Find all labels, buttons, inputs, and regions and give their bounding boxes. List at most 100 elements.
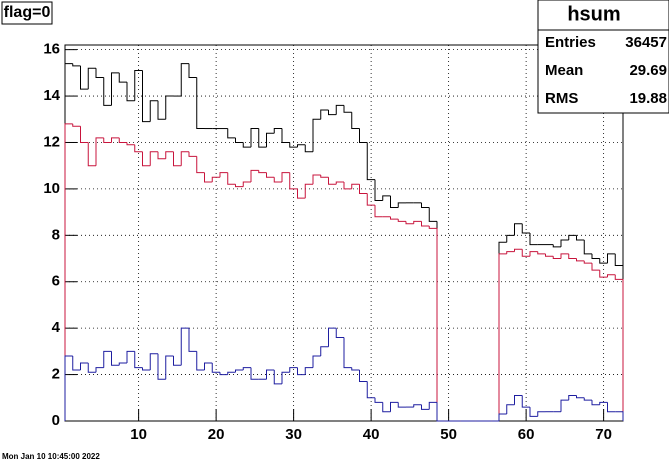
histogram-bin xyxy=(273,369,282,385)
y-tick-label: 14 xyxy=(43,87,60,104)
histogram-bin xyxy=(196,77,205,130)
histogram-bin xyxy=(521,395,530,408)
histogram-bin xyxy=(599,258,608,264)
histogram-bin xyxy=(428,207,437,222)
histogram-bin xyxy=(591,263,600,271)
histogram-bin xyxy=(521,249,530,257)
histogram-bin xyxy=(328,177,337,185)
histogram-bin xyxy=(64,355,73,421)
histogram-bin xyxy=(72,123,81,127)
histogram-bin xyxy=(304,367,313,375)
x-tick-label: 10 xyxy=(130,426,147,443)
histogram-bin xyxy=(366,381,375,399)
histogram-bin xyxy=(281,172,290,182)
stats-box xyxy=(537,0,669,114)
histogram-bin xyxy=(436,402,445,422)
histogram-bin xyxy=(552,244,561,248)
histogram-bin xyxy=(134,70,143,101)
histogram-bin xyxy=(149,151,158,166)
histogram-bin xyxy=(235,184,244,188)
histogram-bin xyxy=(607,402,616,413)
histogram-bin xyxy=(568,394,577,401)
histogram-bin xyxy=(320,346,329,357)
histogram-bin xyxy=(219,172,228,178)
histogram-bin xyxy=(390,216,399,220)
histogram-bin xyxy=(134,144,143,153)
histogram-bin xyxy=(227,172,236,185)
stats-label: RMS xyxy=(545,90,578,107)
histogram-bin xyxy=(537,251,546,255)
histogram-bin xyxy=(80,126,89,143)
histogram-bin xyxy=(428,401,437,410)
histogram-bin xyxy=(568,234,577,240)
histogram-bin xyxy=(405,221,414,225)
histogram-bin xyxy=(250,169,259,182)
histogram-bin xyxy=(126,350,135,363)
histogram-bin xyxy=(521,223,530,234)
histogram-bin xyxy=(258,170,267,174)
histogram-bin xyxy=(615,411,624,421)
histogram-bin xyxy=(351,183,360,189)
histogram-bin xyxy=(312,174,321,185)
histogram-bin xyxy=(180,151,189,166)
histogram-bin xyxy=(607,253,616,264)
histogram-bin xyxy=(498,413,507,421)
histogram-bin xyxy=(157,100,166,120)
histogram-bin xyxy=(289,172,298,190)
histogram-bin xyxy=(211,362,220,373)
footer-date: Mon Jan 10 10:45:00 2022 xyxy=(2,452,100,461)
histogram-bin xyxy=(397,202,406,208)
histogram-bin xyxy=(80,65,89,90)
x-tick-label: 60 xyxy=(518,426,535,443)
histogram-bin xyxy=(335,181,344,185)
histogram-bin xyxy=(95,68,104,78)
histogram-bin xyxy=(142,367,151,371)
histogram-bin xyxy=(529,233,538,246)
histogram-bin xyxy=(111,351,120,366)
histogram-bin xyxy=(599,270,608,278)
histogram-bin xyxy=(188,63,197,78)
histogram-bin xyxy=(397,402,406,408)
stats-label: Entries xyxy=(545,34,596,51)
x-tick-label: 30 xyxy=(285,426,302,443)
histogram-bin xyxy=(366,193,375,206)
histogram-bin xyxy=(180,63,189,97)
histogram-bin xyxy=(87,142,96,167)
histogram-bin xyxy=(188,328,197,352)
histogram-bin xyxy=(514,394,523,405)
histogram-bin xyxy=(281,128,290,143)
histogram-bin xyxy=(173,151,182,167)
histogram-bin xyxy=(211,176,220,182)
histogram-bin xyxy=(390,195,399,208)
histogram-bin xyxy=(583,260,592,264)
histogram-bin xyxy=(506,404,515,415)
histogram-bin xyxy=(397,219,406,222)
histogram-bin xyxy=(537,411,546,417)
histogram-bin xyxy=(343,105,352,113)
histogram-bin xyxy=(560,239,569,247)
histogram-bin xyxy=(273,128,282,134)
histogram-bin xyxy=(320,109,329,120)
histogram-bin xyxy=(250,128,259,148)
histogram-bin xyxy=(165,95,174,120)
x-tick-label: 70 xyxy=(595,426,612,443)
y-tick-label: 2 xyxy=(52,366,60,383)
histogram-bin xyxy=(343,337,352,369)
histogram-bin xyxy=(413,220,422,224)
histogram-bin xyxy=(157,151,166,160)
histogram-bin xyxy=(359,128,368,143)
histogram-bin xyxy=(421,221,430,227)
histogram-bin xyxy=(568,253,577,260)
histogram-bin xyxy=(64,123,73,421)
histogram-bin xyxy=(545,253,554,257)
histogram-bin xyxy=(560,253,569,259)
histogram-bin xyxy=(103,77,112,106)
histogram-bin xyxy=(227,371,236,375)
histogram-bin xyxy=(87,362,96,373)
histogram-bin xyxy=(560,399,569,412)
histogram-bin xyxy=(428,226,437,229)
x-tick-label: 20 xyxy=(208,426,225,443)
histogram-bin xyxy=(366,142,375,181)
histogram-bin xyxy=(95,367,104,373)
